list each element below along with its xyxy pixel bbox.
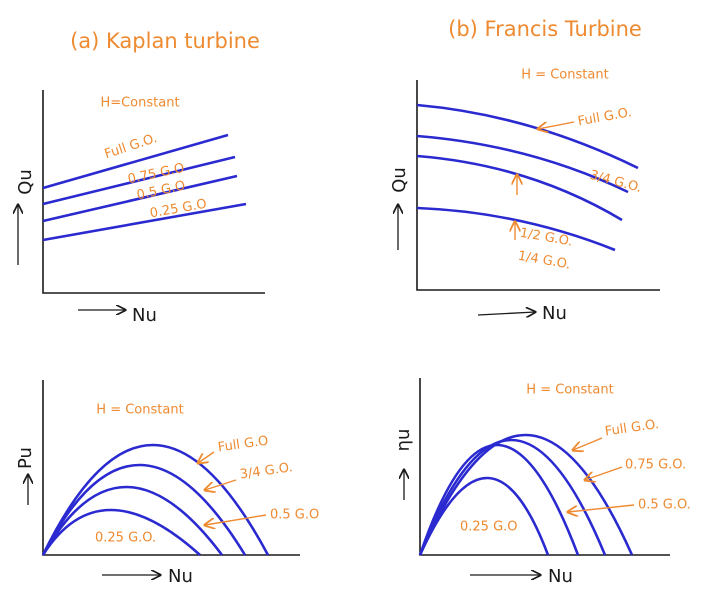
curve-label: 1/4 G.O. bbox=[517, 249, 572, 273]
arrow bbox=[198, 451, 215, 463]
curve-label: Full G.O bbox=[217, 434, 269, 456]
curve bbox=[418, 438, 607, 556]
x-label: Nu bbox=[548, 566, 573, 587]
panel-power: H = Constant Full G.O 3/4 G.O. 0.5 G.O 0… bbox=[15, 380, 319, 587]
panel-kaplan-q: H=Constant Full G.O. 0.75 G.O 0.5 G.O 0.… bbox=[15, 90, 265, 326]
arrow bbox=[477, 312, 535, 315]
x-label: Nu bbox=[168, 566, 193, 587]
curve bbox=[42, 202, 247, 242]
curve-label: 0.5 G.O. bbox=[638, 498, 691, 513]
x-label: Nu bbox=[132, 305, 157, 326]
curve bbox=[418, 476, 550, 556]
curve bbox=[42, 133, 229, 190]
curve-label: 3/4 G.O. bbox=[588, 168, 643, 196]
curve bbox=[416, 134, 629, 194]
y-label: Pu bbox=[15, 447, 36, 469]
curve-label: 0.75 G.O. bbox=[625, 458, 686, 473]
arrow bbox=[205, 514, 267, 525]
axes bbox=[42, 90, 265, 294]
curve bbox=[42, 155, 236, 206]
arrow bbox=[585, 466, 623, 480]
y-label: ηu bbox=[393, 429, 414, 452]
title: (a) Kaplan turbine bbox=[70, 29, 260, 53]
curve-label: 1/2 G.O. bbox=[519, 226, 574, 250]
curve bbox=[416, 103, 639, 170]
curve bbox=[41, 508, 201, 556]
arrow bbox=[538, 121, 575, 129]
curve-label: 0.25 G.O bbox=[460, 520, 518, 535]
curve bbox=[41, 443, 270, 556]
curve-label: Full G.O. bbox=[577, 105, 633, 129]
curve bbox=[418, 433, 634, 556]
curve-label: 0.25 G.O bbox=[149, 197, 208, 222]
curve bbox=[418, 443, 580, 556]
panel-efficiency: H = Constant Full G.O. 0.75 G.O. 0.5 G.O… bbox=[393, 378, 691, 587]
arrow bbox=[568, 504, 635, 512]
curve-label: 0.25 G.O. bbox=[95, 531, 156, 546]
curve-label: Full G.O. bbox=[604, 417, 660, 439]
condition: H = Constant bbox=[96, 403, 183, 418]
curve bbox=[416, 206, 616, 252]
y-label: Qu bbox=[15, 169, 36, 195]
arrow bbox=[573, 437, 603, 450]
condition: H = Constant bbox=[521, 68, 608, 83]
curve bbox=[41, 485, 224, 556]
curve bbox=[41, 463, 247, 556]
condition: H=Constant bbox=[100, 96, 179, 111]
curve-label: 0.5 G.O bbox=[270, 508, 319, 523]
condition: H = Constant bbox=[526, 383, 613, 398]
curve-label: 3/4 G.O. bbox=[239, 460, 294, 482]
curve bbox=[42, 174, 238, 223]
panel-francis-q: H = Constant Full G.O. 3/4 G.O. 1/2 G.O.… bbox=[389, 68, 660, 324]
y-label: Qu bbox=[389, 167, 410, 193]
x-label: Nu bbox=[542, 303, 567, 324]
curve bbox=[416, 154, 623, 222]
title: (b) Francis Turbine bbox=[448, 17, 642, 41]
axes bbox=[416, 80, 660, 291]
arrow bbox=[205, 479, 237, 490]
